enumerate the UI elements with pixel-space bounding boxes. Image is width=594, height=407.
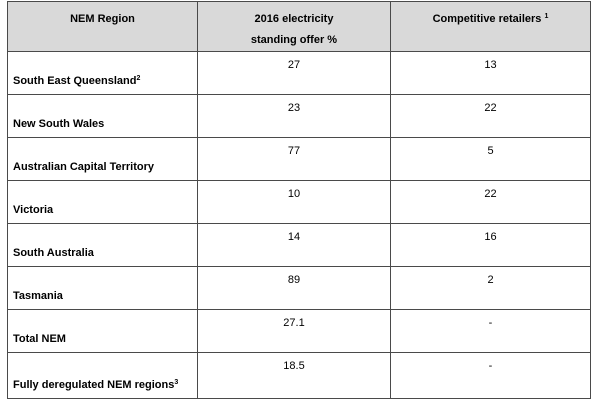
region-cell: Tasmania bbox=[7, 266, 198, 310]
header-standing-offer: 2016 electricity standing offer % bbox=[197, 1, 391, 52]
table-row: Fully deregulated NEM regions3 18.5 - bbox=[7, 352, 591, 399]
region-cell: Victoria bbox=[7, 180, 198, 224]
table-row: South Australia 14 16 bbox=[7, 223, 591, 267]
header-retailers-footnote: 1 bbox=[544, 13, 549, 20]
region-cell: Australian Capital Territory bbox=[7, 137, 198, 181]
region-footnote: 3 bbox=[174, 379, 179, 386]
retailers-cell: - bbox=[390, 309, 591, 353]
region-name: Fully deregulated NEM regions bbox=[13, 379, 175, 391]
region-cell: Total NEM bbox=[7, 309, 198, 353]
standing-offer-cell: 77 bbox=[197, 137, 391, 181]
retailers-cell: 16 bbox=[390, 223, 591, 267]
header-competitive-retailers-label: Competitive retailers bbox=[432, 13, 542, 25]
standing-offer-cell: 18.5 bbox=[197, 352, 391, 399]
standing-offer-cell: 89 bbox=[197, 266, 391, 310]
nem-region-table: NEM Region 2016 electricity standing off… bbox=[7, 1, 591, 399]
region-name: South East Queensland bbox=[13, 75, 137, 87]
region-name: Tasmania bbox=[13, 290, 63, 302]
region-cell: South Australia bbox=[7, 223, 198, 267]
region-name: Australian Capital Territory bbox=[13, 161, 154, 173]
retailers-cell: 2 bbox=[390, 266, 591, 310]
table-row: South East Queensland2 27 13 bbox=[7, 51, 591, 95]
standing-offer-cell: 27.1 bbox=[197, 309, 391, 353]
retailers-cell: - bbox=[390, 352, 591, 399]
retailers-cell: 13 bbox=[390, 51, 591, 95]
table-row: Victoria 10 22 bbox=[7, 180, 591, 224]
retailers-cell: 22 bbox=[390, 94, 591, 138]
region-footnote: 2 bbox=[136, 75, 141, 82]
retailers-cell: 5 bbox=[390, 137, 591, 181]
header-nem-region-label: NEM Region bbox=[70, 13, 135, 25]
table-row: Tasmania 89 2 bbox=[7, 266, 591, 310]
table-row: Australian Capital Territory 77 5 bbox=[7, 137, 591, 181]
table-row: Total NEM 27.1 - bbox=[7, 309, 591, 353]
table-row: New South Wales 23 22 bbox=[7, 94, 591, 138]
header-standing-offer-line2: standing offer % bbox=[250, 34, 338, 46]
region-cell: New South Wales bbox=[7, 94, 198, 138]
region-name: Total NEM bbox=[13, 333, 66, 345]
header-competitive-retailers: Competitive retailers 1 bbox=[390, 1, 591, 52]
standing-offer-cell: 10 bbox=[197, 180, 391, 224]
table-header-row: NEM Region 2016 electricity standing off… bbox=[7, 1, 591, 52]
standing-offer-cell: 14 bbox=[197, 223, 391, 267]
header-standing-offer-line1: 2016 electricity bbox=[254, 13, 334, 25]
retailers-cell: 22 bbox=[390, 180, 591, 224]
region-name: South Australia bbox=[13, 247, 94, 259]
standing-offer-cell: 23 bbox=[197, 94, 391, 138]
standing-offer-cell: 27 bbox=[197, 51, 391, 95]
header-nem-region: NEM Region bbox=[7, 1, 198, 52]
region-name: New South Wales bbox=[13, 118, 105, 130]
region-name: Victoria bbox=[13, 204, 54, 216]
region-cell: South East Queensland2 bbox=[7, 51, 198, 95]
region-cell: Fully deregulated NEM regions3 bbox=[7, 352, 198, 399]
